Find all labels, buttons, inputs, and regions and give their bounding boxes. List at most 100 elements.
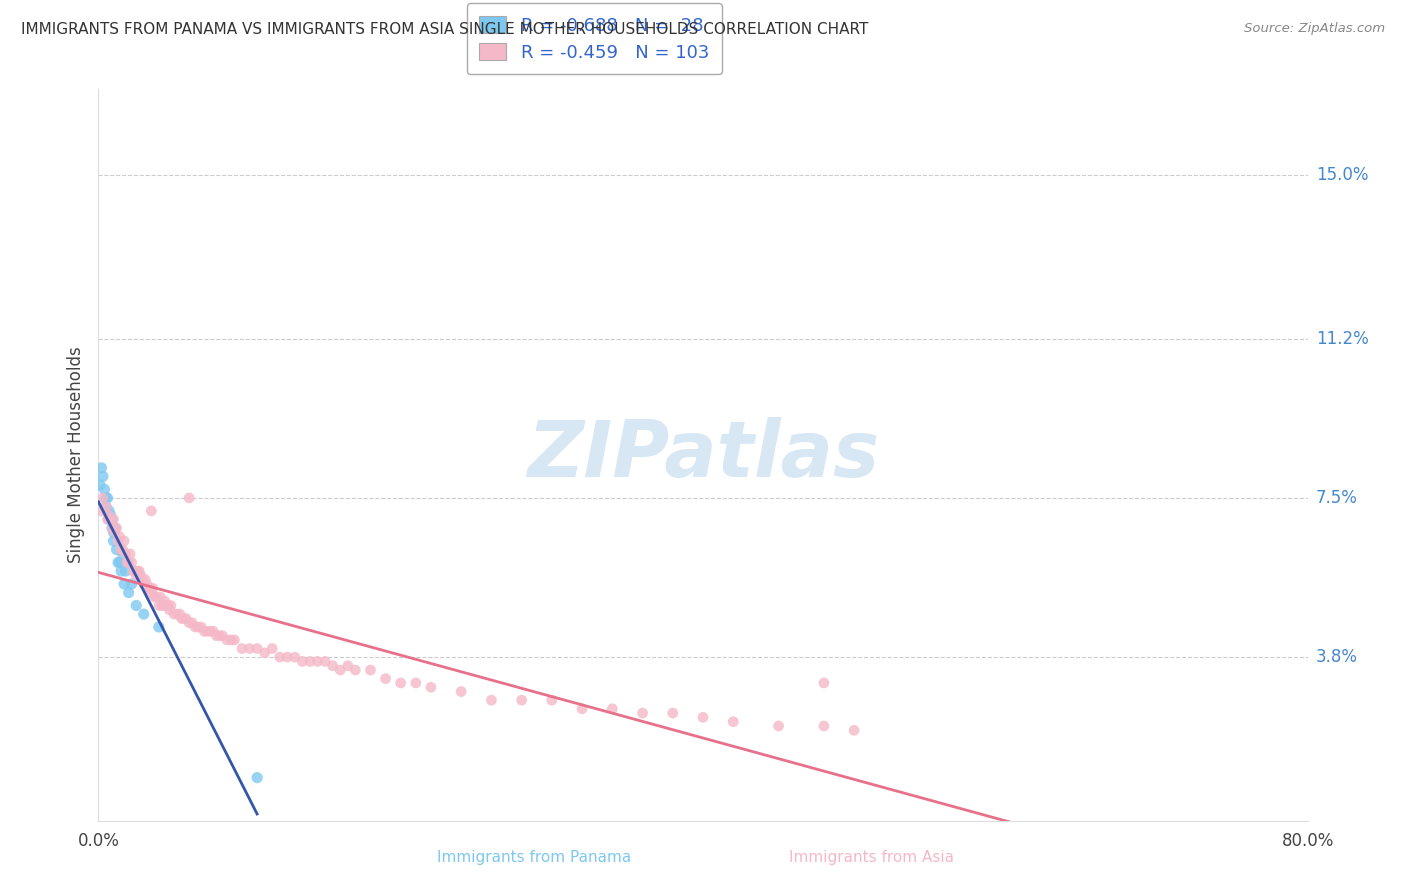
Point [291, 655, 314, 669]
Point [159, 603, 181, 617]
Point [139, 582, 162, 596]
Text: 15.0%: 15.0% [1316, 166, 1368, 185]
Point [389, 676, 412, 690]
Point [179, 491, 201, 505]
Point [101, 512, 124, 526]
Point [179, 615, 201, 630]
Point [314, 655, 336, 669]
Point [100, 508, 122, 523]
Point [103, 525, 125, 540]
Point [148, 620, 170, 634]
Point [262, 641, 284, 656]
Point [96, 512, 118, 526]
Point [111, 542, 134, 557]
Point [128, 564, 150, 578]
Point [136, 582, 159, 596]
Y-axis label: Single Mother Households: Single Mother Households [66, 347, 84, 563]
Point [405, 676, 427, 690]
Point [156, 599, 179, 613]
Point [692, 710, 714, 724]
Point [195, 624, 218, 639]
Point [329, 663, 352, 677]
Point [813, 719, 835, 733]
Point [89, 478, 111, 492]
Point [143, 590, 166, 604]
Point [125, 568, 148, 582]
Point [307, 655, 329, 669]
Point [112, 533, 135, 548]
Point [322, 658, 344, 673]
Point [120, 547, 142, 561]
Point [115, 556, 138, 570]
Point [148, 599, 170, 613]
Text: 11.2%: 11.2% [1316, 330, 1368, 348]
Text: Immigrants from Asia: Immigrants from Asia [789, 850, 955, 865]
Point [111, 547, 134, 561]
Point [336, 658, 359, 673]
Point [420, 680, 443, 694]
Point [101, 521, 124, 535]
Point [105, 542, 128, 557]
Text: Source: ZipAtlas.com: Source: ZipAtlas.com [1244, 22, 1385, 36]
Point [208, 629, 231, 643]
Point [134, 573, 156, 587]
Point [374, 672, 396, 686]
Point [481, 693, 503, 707]
Point [90, 460, 112, 475]
Point [450, 684, 472, 698]
Point [141, 504, 163, 518]
Point [155, 599, 177, 613]
Point [602, 702, 624, 716]
Point [187, 620, 209, 634]
Point [91, 469, 114, 483]
Point [190, 620, 212, 634]
Point [344, 663, 367, 677]
Point [163, 607, 186, 621]
Point [200, 624, 222, 639]
Point [571, 702, 593, 716]
Point [141, 585, 163, 599]
Point [103, 533, 125, 548]
Point [145, 590, 167, 604]
Point [101, 521, 124, 535]
Point [122, 564, 145, 578]
Point [224, 632, 246, 647]
Point [284, 650, 307, 665]
Point [172, 611, 194, 625]
Point [153, 594, 176, 608]
Point [98, 512, 121, 526]
Point [94, 500, 117, 514]
Text: 3.8%: 3.8% [1316, 648, 1358, 666]
Point [125, 599, 148, 613]
Point [160, 599, 183, 613]
Point [103, 512, 125, 526]
Point [135, 577, 157, 591]
Point [253, 646, 276, 660]
Point [193, 624, 215, 639]
Point [152, 599, 174, 613]
Point [211, 629, 233, 643]
Point [239, 641, 262, 656]
Text: Immigrants from Panama: Immigrants from Panama [437, 850, 631, 865]
Point [150, 599, 173, 613]
Point [174, 611, 197, 625]
Point [221, 632, 243, 647]
Point [246, 771, 269, 785]
Point [104, 521, 127, 535]
Point [129, 568, 152, 582]
Point [91, 491, 114, 505]
Text: 7.5%: 7.5% [1316, 489, 1358, 507]
Point [96, 491, 118, 505]
Point [114, 547, 136, 561]
Point [94, 491, 117, 505]
Point [108, 530, 131, 544]
Point [813, 676, 835, 690]
Point [631, 706, 654, 720]
Point [661, 706, 683, 720]
Point [170, 611, 193, 625]
Point [100, 512, 122, 526]
Point [276, 650, 298, 665]
Point [121, 577, 143, 591]
Point [98, 508, 121, 523]
Point [246, 641, 269, 656]
